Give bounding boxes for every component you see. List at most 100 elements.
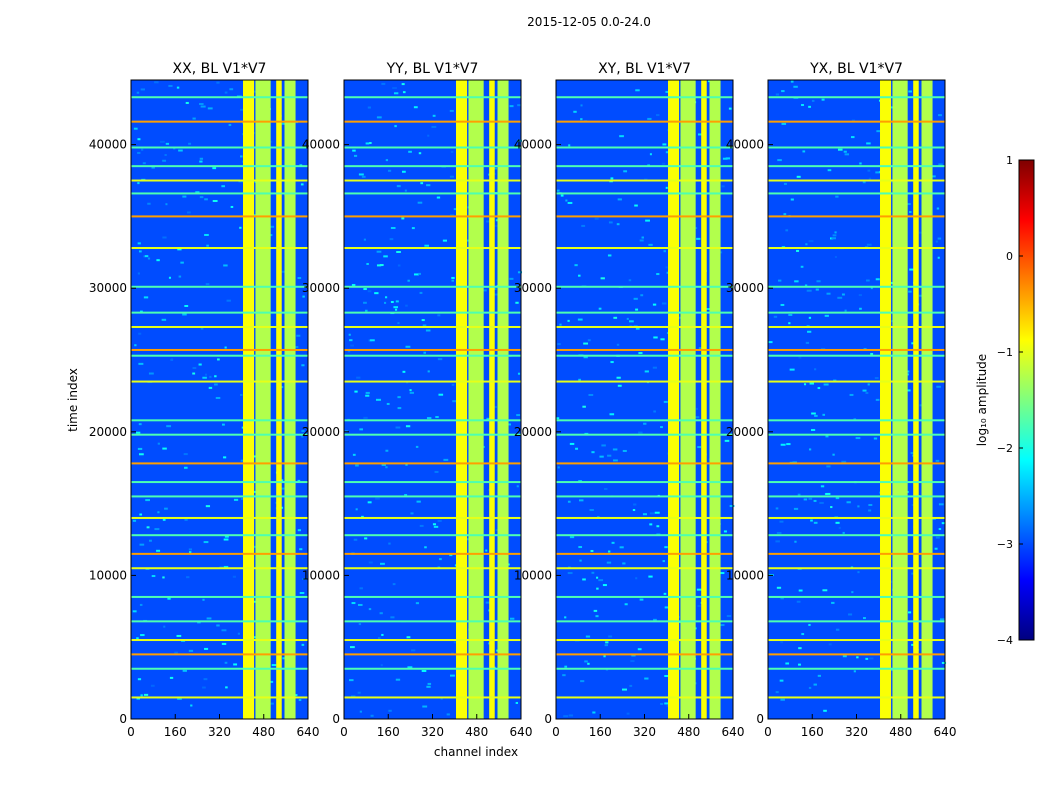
noise-cell [192, 367, 197, 370]
panel-0: XX, BL V1*V7 0 160 320 480 640 0 10000 20000 3000… [89, 61, 320, 739]
rfi-time-line [344, 534, 521, 537]
noise-cell [579, 499, 584, 502]
noise-cell [788, 313, 793, 316]
noise-cell [694, 227, 698, 230]
noise-cell [874, 377, 879, 380]
noise-cell [396, 185, 401, 188]
noise-cell [908, 290, 912, 293]
noise-cell [190, 704, 193, 707]
noise-cell [225, 686, 228, 689]
noise-cell [452, 400, 457, 403]
noise-cell [383, 301, 387, 304]
noise-cell [365, 309, 368, 312]
noise-cell [223, 264, 228, 267]
noise-cell [639, 598, 644, 601]
noise-cell [831, 237, 836, 240]
rfi-time-line [556, 462, 733, 465]
noise-cell [635, 89, 640, 92]
noise-cell [589, 508, 594, 511]
noise-cell [579, 559, 582, 562]
noise-cell [363, 416, 368, 419]
noise-cell [230, 205, 234, 208]
noise-cell [775, 93, 780, 96]
noise-cell [350, 695, 356, 698]
noise-cell [826, 465, 831, 468]
rfi-time-line [768, 192, 945, 195]
noise-cell [395, 300, 399, 303]
noise-cell [641, 236, 644, 239]
x-tick-label: 0 [764, 725, 772, 739]
noise-cell [350, 344, 355, 347]
noise-cell [834, 255, 837, 258]
figure-suptitle: 2015-12-05 0.0-24.0 [527, 15, 651, 29]
noise-cell [876, 130, 881, 133]
noise-cell [397, 264, 401, 267]
noise-cell [405, 425, 411, 428]
noise-cell [370, 339, 375, 342]
rfi-time-line [768, 311, 945, 314]
noise-cell [578, 274, 581, 277]
noise-cell [832, 234, 837, 237]
rfi-channel-band [284, 80, 296, 719]
rfi-time-line [768, 696, 945, 699]
noise-cell [591, 451, 595, 454]
noise-cell [798, 663, 801, 666]
noise-cell [598, 307, 602, 310]
noise-cell [567, 500, 571, 503]
rfi-time-line [556, 495, 733, 498]
rfi-time-line [768, 146, 945, 149]
rfi-time-line [344, 96, 521, 99]
noise-cell [849, 393, 854, 396]
noise-cell [136, 697, 140, 700]
noise-cell [145, 499, 150, 502]
noise-cell [581, 224, 586, 227]
rfi-time-line [131, 192, 308, 195]
noise-cell [370, 714, 374, 717]
noise-cell [202, 686, 206, 689]
noise-cell [796, 249, 800, 252]
colorbar-tick-label: 1 [1006, 154, 1013, 167]
noise-cell [450, 150, 454, 153]
noise-cell [856, 656, 859, 659]
noise-cell [779, 520, 784, 523]
x-tick-label: 160 [589, 725, 612, 739]
rfi-channel-band [892, 80, 908, 719]
rfi-time-line [556, 247, 733, 250]
noise-cell [583, 356, 588, 359]
noise-cell [358, 173, 364, 176]
rfi-time-line [131, 567, 308, 570]
noise-cell [453, 208, 458, 211]
noise-cell [664, 675, 669, 678]
noise-cell [873, 437, 878, 440]
noise-cell [380, 664, 383, 667]
noise-cell [281, 122, 286, 125]
noise-cell [649, 512, 655, 515]
noise-cell [442, 239, 448, 242]
noise-cell [407, 279, 410, 282]
noise-cell [450, 214, 455, 217]
noise-cell [811, 99, 815, 102]
noise-cell [580, 680, 585, 683]
noise-cell [165, 203, 168, 206]
noise-cell [867, 169, 871, 172]
x-tick-label: 160 [164, 725, 187, 739]
rfi-time-line [344, 516, 521, 519]
noise-cell [494, 288, 497, 291]
noise-cell [182, 195, 187, 198]
noise-cell [567, 319, 570, 322]
noise-cell [144, 255, 149, 258]
noise-cell [596, 576, 599, 579]
noise-cell [509, 105, 514, 108]
noise-cell [252, 455, 256, 458]
noise-cell [868, 509, 872, 512]
x-tick-label: 320 [421, 725, 444, 739]
noise-cell [780, 641, 783, 644]
noise-cell [401, 83, 405, 86]
noise-cell [910, 452, 914, 455]
noise-cell [431, 125, 437, 128]
noise-cell [808, 448, 812, 451]
noise-cell [224, 535, 229, 538]
noise-cell [368, 608, 372, 611]
noise-cell [587, 662, 590, 665]
